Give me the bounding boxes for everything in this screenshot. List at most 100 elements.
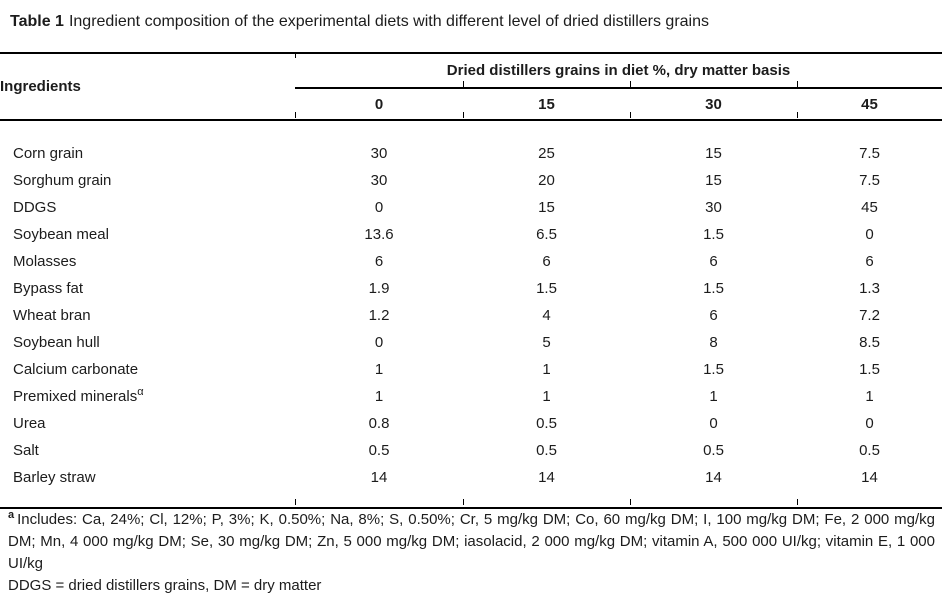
column-boundary-tick [797,81,798,87]
ingredient-value: 13.6 [364,226,394,243]
table-row: Salt 0.5 0.5 0.5 0.5 [0,437,942,464]
ingredient-value: 1.3 [859,280,880,297]
ingredient-value: 6 [865,253,874,270]
ingredient-value: 1.5 [703,361,724,378]
ingredient-value: 0 [865,226,874,243]
ingredient-value: 1.5 [703,280,724,297]
ingredient-value: 0.8 [368,415,390,432]
ingredient-value: 8.5 [859,334,880,351]
column-header-level-0: 0 [295,88,463,121]
column-boundary-tick [463,81,464,87]
ingredient-name: DDGS [13,199,57,216]
column-boundary-tick [463,499,464,505]
column-header-ingredients: Ingredients [0,53,295,121]
column-boundary-tick [797,112,798,118]
ingredient-name: Premixed mineralsα [13,386,144,406]
table-row: Molasses 6 6 6 6 [0,248,942,275]
column-boundary-tick [630,499,631,505]
ingredient-value: 7.5 [859,172,880,189]
column-boundary-tick [295,112,296,118]
ingredient-value: 15 [705,172,722,189]
header-row-levels: 0 15 30 45 [0,88,942,121]
ingredient-value: 0 [374,334,384,351]
ingredient-value: 15 [705,145,722,162]
table-caption-text: Ingredient composition of the experiment… [68,13,709,30]
ingredient-value: 15 [538,199,555,216]
table-row: Soybean hull 0 5 8 8.5 [0,329,942,356]
ingredient-value: 1.2 [368,307,390,324]
footnote-includes: a Includes: Ca, 24%; Cl, 12%; P, 3%; K, 0… [8,509,935,575]
column-boundary-tick [630,112,631,118]
ingredient-value: 6.5 [536,226,557,243]
table-row: Calcium carbonate 1 1 1.5 1.5 [0,356,942,383]
ingredient-name: Wheat bran [13,307,91,324]
table-row: Soybean meal 13.6 6.5 1.5 0 [0,221,942,248]
table-caption-number: Table 1 [10,13,64,30]
ingredient-name: Soybean hull [13,334,100,351]
ingredient-value: 0.5 [859,442,880,459]
ingredient-value: 1.9 [368,280,390,297]
ingredient-value: 1 [709,388,718,405]
ingredient-value: 0.5 [536,415,557,432]
ingredient-name: Molasses [13,253,77,270]
ingredient-name: Corn grain [13,145,84,162]
ingredient-value: 0 [865,415,874,432]
column-group-header-ddg-levels: Dried distillers grains in diet %, dry m… [295,53,942,89]
table-caption: Table 1 Ingredient composition of the exp… [10,11,709,32]
ingredient-value: 7.5 [859,145,880,162]
column-boundary-tick [463,112,464,118]
table-row: Premixed mineralsα 1 1 1 1 [0,383,942,410]
ingredient-value: 8 [709,334,718,351]
ingredient-value: 14 [797,464,942,509]
ingredient-value: 6 [709,307,718,324]
ingredient-name: Calcium carbonate [13,361,139,378]
table-body: Corn grain 30 25 15 7.5 Sorghum grain 30 20 15 7.… [0,120,942,509]
ingredient-composition-table: Ingredients Dried distillers grains in d… [0,52,942,509]
ingredient-value: 45 [861,199,878,216]
column-boundary-tick [797,499,798,505]
ingredient-value: 1.5 [703,226,724,243]
ingredient-value: 14 [630,464,797,509]
column-boundary-tick [295,52,296,58]
ingredient-table-wrap: Ingredients Dried distillers grains in d… [0,52,942,509]
column-header-level-30: 30 [630,88,797,121]
table-row: Barley straw 14 14 14 14 [0,464,942,509]
table-row: Bypass fat 1.9 1.5 1.5 1.3 [0,275,942,302]
ingredient-value: 14 [463,464,630,509]
column-header-level-45: 45 [797,88,942,121]
ingredient-value: 1 [374,388,384,405]
table-row: Urea 0.8 0.5 0 0 [0,410,942,437]
ingredient-value: 0 [709,415,718,432]
footnote-marker: α [137,386,144,398]
ingredient-name: Salt [13,442,39,459]
ingredient-value: 30 [370,172,388,189]
table-header: Ingredients Dried distillers grains in d… [0,53,942,121]
ingredient-value: 30 [705,199,722,216]
table-row: Corn grain 30 25 15 7.5 [0,120,942,167]
ingredient-value: 4 [542,307,551,324]
table-row: Sorghum grain 30 20 15 7.5 [0,167,942,194]
ingredient-value: 1 [542,388,551,405]
column-header-level-15: 15 [463,88,630,121]
ingredient-value: 14 [295,464,463,509]
ingredient-name: Soybean meal [13,226,109,243]
ingredient-value: 1 [865,388,874,405]
ingredient-name: Sorghum grain [13,172,112,189]
footnote-includes-text: Includes: Ca, 24%; Cl, 12%; P, 3%; K, 0.… [8,511,935,572]
header-row-span: Ingredients Dried distillers grains in d… [0,53,942,121]
ingredient-value: 0.5 [368,442,390,459]
footnote-abbreviations: DDGS = dried distillers grains, DM = dry… [8,577,322,594]
ingredient-value: 0 [374,199,384,216]
ingredient-name: Bypass fat [13,280,84,297]
ingredient-value: 7.2 [859,307,880,324]
ingredient-value: 20 [538,172,555,189]
ingredient-name: Barley straw [0,464,295,509]
ingredient-value: 0.5 [703,442,724,459]
column-boundary-tick [295,499,296,505]
ingredient-value: 1.5 [859,361,880,378]
ingredient-value: 5 [542,334,551,351]
ingredient-value: 6 [709,253,718,270]
ingredient-value: 1 [374,361,384,378]
table-row: DDGS 0 15 30 45 [0,194,942,221]
